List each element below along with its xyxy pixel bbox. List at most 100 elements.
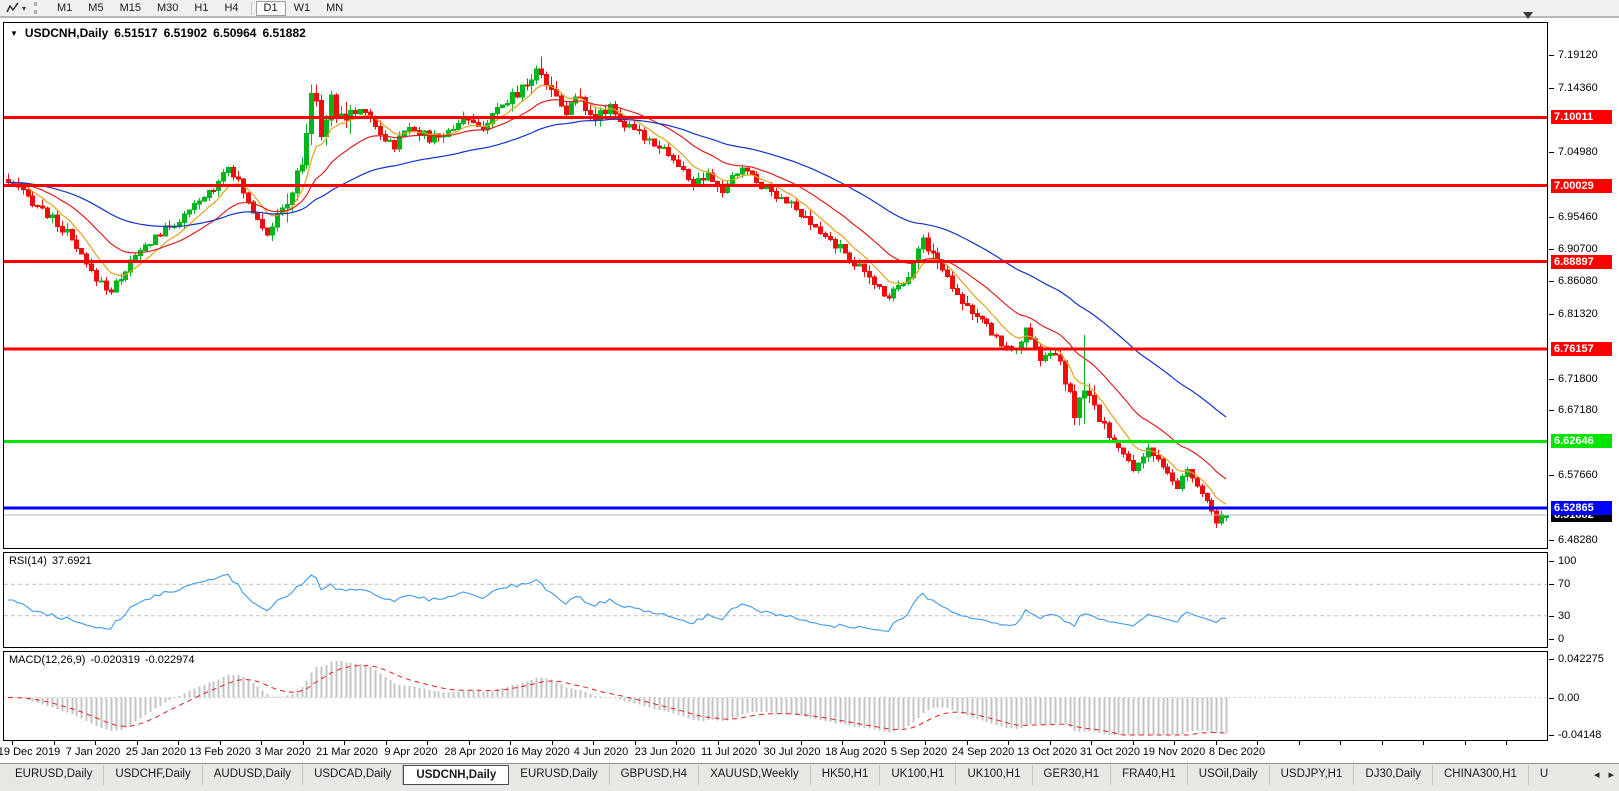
axis-tick-mark <box>1549 249 1554 250</box>
date-tick-label: 19 Dec 2019 <box>0 746 61 758</box>
toolbar-grip-handle[interactable] <box>34 2 41 14</box>
chart-tab-11-ger30-h1[interactable]: GER30,H1 <box>1033 765 1112 785</box>
chart-tab-12-fra40-h1[interactable]: FRA40,H1 <box>1111 765 1188 785</box>
axis-tick-label: 0.042275 <box>1558 653 1604 665</box>
date-tick-mark <box>427 741 428 745</box>
tabs-scroll-left-icon[interactable]: ◂ <box>1593 769 1600 781</box>
date-tick-mark <box>676 741 677 745</box>
axis-tick-label: 70 <box>1558 578 1571 590</box>
axis-tick-mark <box>1549 281 1554 282</box>
date-tick-mark <box>552 741 553 745</box>
chart-tab-10-uk100-h1[interactable]: UK100,H1 <box>956 765 1033 785</box>
rsi-indicator-panel[interactable]: RSI(14) 37.6921 <box>3 552 1548 648</box>
axis-tick-mark <box>1549 584 1554 585</box>
price-axis[interactable]: 7.19120 7.14360 7.04980 6.95460 6.90700 6.860… <box>1549 0 1619 762</box>
axis-tick-mark <box>1549 540 1554 541</box>
quote-low: 6.50964 <box>213 26 257 40</box>
date-tick-label: 21 Mar 2020 <box>316 746 378 758</box>
toolbar-dropdown-icon[interactable]: ▾ <box>22 3 27 13</box>
chart-tab-14-usdjpy-h1[interactable]: USDJPY,H1 <box>1270 765 1355 785</box>
timeframe-button-h1[interactable]: H1 <box>194 1 209 14</box>
chart-tab-2-audusd-daily[interactable]: AUDUSD,Daily <box>203 765 304 785</box>
date-tick-mark <box>1008 741 1009 745</box>
chart-tab-17-u[interactable]: U <box>1539 768 1549 780</box>
axis-tick-mark <box>1549 55 1554 56</box>
date-tick-mark <box>842 741 843 745</box>
chart-tab-9-uk100-h1[interactable]: UK100,H1 <box>880 765 957 785</box>
chart-tabs: EURUSD,Daily USDCHF,Daily AUDUSD,Daily USDC… <box>0 765 1575 785</box>
chart-tab-5-eurusd-daily[interactable]: EURUSD,Daily <box>509 765 610 785</box>
axis-tick-mark <box>1549 659 1554 660</box>
date-tick-label: 9 Apr 2020 <box>384 746 438 758</box>
date-axis[interactable]: 19 Dec 2019 7 Jan 2020 25 Jan 2020 13 Feb 2… <box>0 741 1549 761</box>
macd-name: MACD(12,26,9) <box>9 654 86 666</box>
date-tick-mark <box>386 741 387 745</box>
chart-tab-6-gbpusd-h4[interactable]: GBPUSD,H4 <box>610 765 700 785</box>
chart-title: ▼ USDCNH,Daily 6.51517 6.51902 6.50964 6… <box>10 26 306 40</box>
date-tick-label: 13 Feb 2020 <box>189 746 251 758</box>
date-tick-mark <box>178 741 179 745</box>
timeframe-button-m15[interactable]: M15 <box>119 1 141 14</box>
scroll-to-end-marker[interactable] <box>1523 12 1533 19</box>
chart-tab-0-eurusd-daily[interactable]: EURUSD,Daily <box>4 765 105 785</box>
chart-tab-15-dj30-daily[interactable]: DJ30,Daily <box>1354 765 1433 785</box>
rsi-name: RSI(14) <box>9 555 47 567</box>
date-tick-label: 13 Oct 2020 <box>1017 746 1077 758</box>
rsi-canvas[interactable] <box>4 553 1547 647</box>
date-tick-mark <box>344 741 345 745</box>
axis-tick-mark <box>1549 217 1554 218</box>
date-tick-mark <box>1257 741 1258 745</box>
candlestick-canvas[interactable] <box>4 23 1547 548</box>
timeframe-button-m30[interactable]: M30 <box>156 1 179 14</box>
date-tick-mark <box>1091 741 1092 745</box>
date-tick-mark <box>925 741 926 745</box>
axis-tick-mark <box>1549 475 1554 476</box>
level-price-tag: 6.88897 <box>1551 255 1612 269</box>
date-tick-label: 8 Dec 2020 <box>1208 746 1266 758</box>
macd-canvas[interactable] <box>4 652 1547 740</box>
macd-indicator-panel[interactable]: MACD(12,26,9) -0.020319 -0.022974 <box>3 651 1548 741</box>
chart-tab-13-usoil-daily[interactable]: USOil,Daily <box>1188 765 1270 785</box>
chart-tab-1-usdchf-daily[interactable]: USDCHF,Daily <box>104 765 203 785</box>
date-tick-label: 7 Jan 2020 <box>65 746 121 758</box>
axis-tick-mark <box>1549 561 1554 562</box>
quote-close: 6.51882 <box>262 26 306 40</box>
date-tick-mark <box>469 741 470 745</box>
toolbar-separator <box>250 1 252 15</box>
date-tick-label: 23 Jun 2020 <box>634 746 696 758</box>
date-tick-mark <box>967 741 968 745</box>
date-tick-mark <box>137 741 138 745</box>
date-tick-mark <box>1174 741 1175 745</box>
chart-tab-16-china300-h1[interactable]: CHINA300,H1 <box>1433 765 1529 785</box>
axis-tick-mark <box>1549 88 1554 89</box>
price-chart-panel[interactable]: ▼ USDCNH,Daily 6.51517 6.51902 6.50964 6… <box>3 22 1548 549</box>
timeframe-button-w1[interactable]: W1 <box>293 1 311 14</box>
date-tick-mark <box>718 741 719 745</box>
axis-tick-label: 0 <box>1558 633 1565 645</box>
chart-tab-7-xauusd-weekly[interactable]: XAUUSD,Weekly <box>699 765 811 785</box>
axis-tick-label: 6.81320 <box>1558 308 1598 320</box>
date-tick-label: 16 May 2020 <box>506 746 570 758</box>
timeframe-button-mn[interactable]: MN <box>326 1 344 14</box>
date-tick-mark <box>1423 741 1424 745</box>
symbol-timeframe-label: USDCNH,Daily <box>24 26 109 40</box>
quote-open: 6.51517 <box>114 26 158 40</box>
tabs-scroll-right-icon[interactable]: ▸ <box>1608 769 1614 781</box>
date-tick-label: 31 Oct 2020 <box>1080 746 1140 758</box>
rsi-label: RSI(14) 37.6921 <box>9 555 92 567</box>
level-price-tag: 7.10011 <box>1551 110 1612 124</box>
timeframe-button-d1[interactable]: D1 <box>255 0 286 16</box>
chart-tab-8-hk50-h1[interactable]: HK50,H1 <box>811 765 881 785</box>
axis-tick-label: 7.14360 <box>1558 82 1598 94</box>
axis-tick-label: 6.71800 <box>1558 373 1598 385</box>
date-tick-label: 11 Jul 2020 <box>700 746 758 758</box>
timeframe-button-m1[interactable]: M1 <box>57 1 73 14</box>
chart-tab-3-usdcad-daily[interactable]: USDCAD,Daily <box>303 765 404 785</box>
timeframe-button-h4[interactable]: H4 <box>224 1 239 14</box>
date-tick-label: 5 Sep 2020 <box>890 746 948 758</box>
timeframe-button-m5[interactable]: M5 <box>88 1 104 14</box>
symbol-dropdown-icon[interactable]: ▼ <box>10 28 18 38</box>
chart-cursor-icon[interactable] <box>6 2 20 14</box>
axis-tick-label: 0.00 <box>1558 692 1580 704</box>
chart-tab-4-usdcnh-daily[interactable]: USDCNH,Daily <box>403 765 510 785</box>
